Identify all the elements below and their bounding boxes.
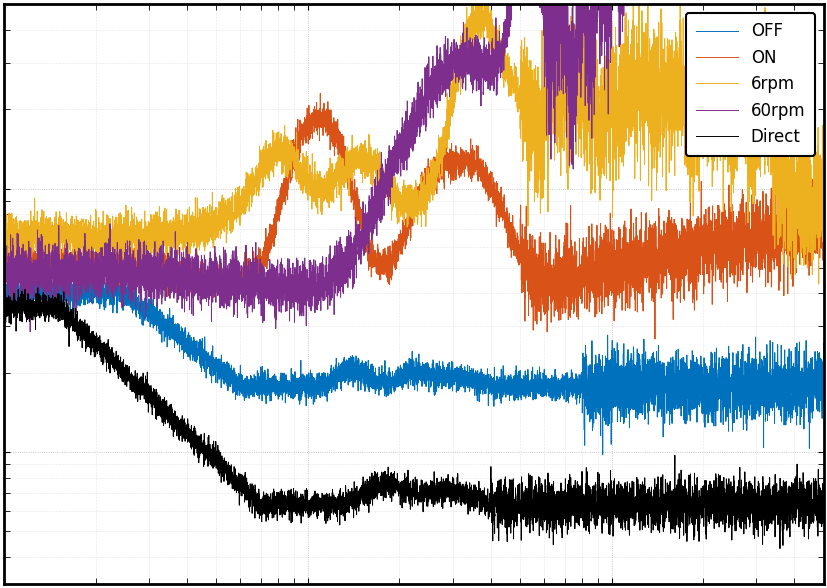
6rpm (606, 49, 616, 56)
ON (650, 276, 660, 283)
OFF (41, 290, 50, 297)
Direct (296, 506, 306, 513)
ON (649, 336, 659, 343)
6rpm (818, 219, 827, 226)
Direct (650, 508, 660, 515)
OFF (519, 390, 529, 397)
OFF (597, 451, 607, 458)
Direct (0, 317, 9, 324)
6rpm (519, 138, 529, 145)
OFF (21, 265, 31, 272)
OFF (296, 371, 306, 378)
60rpm (484, 64, 494, 71)
OFF (0, 287, 9, 294)
60rpm (41, 267, 50, 274)
Line: OFF: OFF (4, 269, 823, 455)
OFF (818, 375, 827, 382)
OFF (484, 379, 494, 386)
60rpm (0, 271, 9, 278)
60rpm (25, 328, 35, 335)
Direct (41, 306, 50, 313)
Direct (484, 495, 494, 502)
6rpm (0, 231, 9, 238)
ON (484, 178, 494, 185)
ON (295, 137, 305, 144)
6rpm (41, 244, 50, 251)
6rpm (295, 163, 305, 170)
ON (606, 226, 616, 233)
OFF (606, 347, 616, 354)
Line: ON: ON (4, 93, 823, 339)
6rpm (650, 73, 660, 80)
6rpm (484, 40, 494, 47)
Line: Direct: Direct (4, 288, 823, 549)
6rpm (813, 280, 823, 288)
Direct (33, 285, 43, 292)
ON (818, 229, 827, 236)
ON (0, 258, 9, 265)
Legend: OFF, ON, 6rpm, 60rpm, Direct: OFF, ON, 6rpm, 60rpm, Direct (685, 12, 815, 156)
ON (315, 90, 325, 97)
Direct (606, 513, 616, 520)
Line: 60rpm: 60rpm (4, 0, 823, 332)
Direct (818, 487, 827, 494)
Direct (519, 509, 529, 516)
Line: 6rpm: 6rpm (4, 0, 823, 284)
60rpm (296, 295, 306, 302)
ON (41, 255, 50, 262)
ON (519, 223, 529, 230)
OFF (650, 385, 660, 392)
Direct (774, 545, 784, 552)
